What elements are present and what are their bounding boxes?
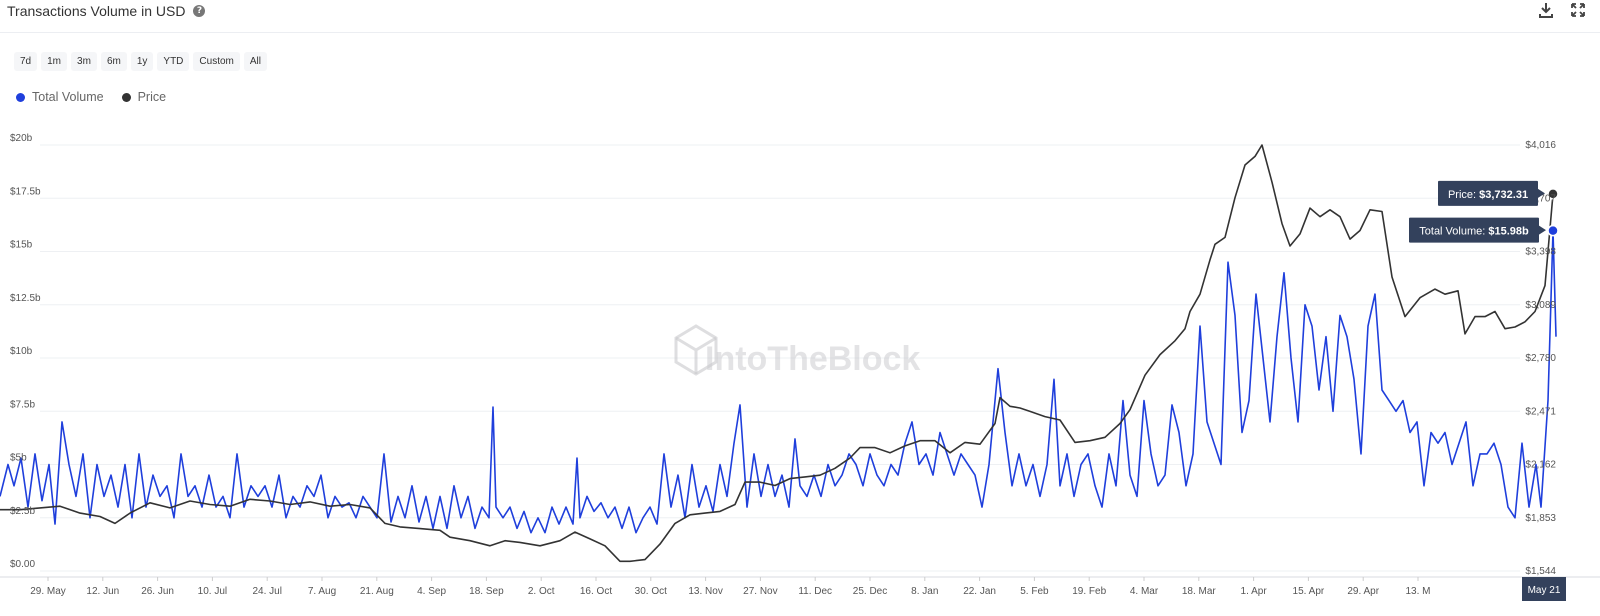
x-tick-label: 30. Oct <box>635 586 667 597</box>
y-tick-left-label: $0.00 <box>10 559 35 570</box>
chart-title: Transactions Volume in USD ? <box>7 3 206 19</box>
y-tick-right-label: $3,707 <box>1525 193 1556 204</box>
x-tick-label: 24. Jul <box>252 586 281 597</box>
y-tick-right-label: $3,089 <box>1525 300 1556 311</box>
y-tick-left-label: $12.5b <box>10 293 41 304</box>
y-axis-left: $0.00 $2.5b $5b $7.5b $10b $12.5b $15b $17.5b $2… <box>10 133 41 570</box>
header-divider <box>0 32 1600 33</box>
series-line-total-volume <box>0 229 1557 534</box>
y-tick-left-label: $5b <box>10 453 27 464</box>
time-range-selector: 7d 1m 3m 6m 1y YTD Custom All <box>14 52 267 71</box>
volume-hover-marker <box>1547 224 1559 237</box>
watermark-logo <box>674 324 718 376</box>
expand-icon[interactable] <box>1570 2 1586 18</box>
range-button-7d[interactable]: 7d <box>14 52 38 71</box>
x-tick-label: 4. Mar <box>1130 586 1159 597</box>
legend-dot-price <box>121 92 131 102</box>
download-icon[interactable] <box>1538 2 1554 18</box>
legend-item-price[interactable]: Price <box>121 90 167 104</box>
series-line-price <box>0 144 1554 563</box>
range-button-custom[interactable]: Custom <box>193 52 240 71</box>
legend-label-price: Price <box>137 90 167 104</box>
chart-toolbar <box>1538 2 1586 18</box>
y-axis-right: $1,544 $1,853 $2,162 $2,471 $2,780 $3,089 $3,3… <box>1525 140 1556 577</box>
y-tick-right-label: $1,853 <box>1525 513 1556 524</box>
watermark-text: IntoTheBlock <box>705 340 920 378</box>
volume-tooltip: Total Volume: $15.98b <box>1409 217 1546 243</box>
y-tick-left-label: $15b <box>10 240 33 251</box>
y-tick-right-label: $2,471 <box>1525 406 1556 417</box>
x-tick-label: 13. M <box>1405 586 1430 597</box>
y-tick-right-label: $4,016 <box>1525 140 1556 151</box>
x-tick-label: 2. Oct <box>528 586 555 597</box>
x-tick-label: 8. Jan <box>911 586 938 597</box>
price-tooltip: Price: $3,732.31 <box>1438 180 1545 206</box>
x-tick-label: 13. Nov <box>688 586 722 597</box>
range-button-1m[interactable]: 1m <box>41 52 68 71</box>
range-button-ytd[interactable]: YTD <box>157 52 190 71</box>
chart-legend: Total Volume Price <box>16 90 166 104</box>
x-tick-label: 25. Dec <box>853 586 887 597</box>
x-tick-label: 16. Oct <box>580 586 612 597</box>
x-tick-label: 19. Feb <box>1072 586 1106 597</box>
chart-title-text: Transactions Volume in USD <box>7 3 186 19</box>
x-tick-label: 21. Aug <box>360 586 394 597</box>
price-hover-marker <box>1547 188 1559 200</box>
legend-label-total-volume: Total Volume <box>32 90 104 104</box>
x-tick-label: 27. Nov <box>743 586 777 597</box>
x-tick-label: 29. Apr <box>1347 586 1379 597</box>
range-button-all[interactable]: All <box>243 52 267 71</box>
y-tick-left-label: $2.5b <box>10 506 35 517</box>
y-tick-right-label: $3,398 <box>1525 247 1556 258</box>
chart-plot[interactable]: IntoTheBlock $0.00 $2.5b $5b $7.5b $10b $12.5… <box>0 120 1600 616</box>
y-tick-left-label: $17.5b <box>10 186 41 197</box>
x-tick-label: 22. Jan <box>963 586 996 597</box>
x-tick-label: 18. Mar <box>1182 586 1217 597</box>
range-button-6m[interactable]: 6m <box>100 52 127 71</box>
x-tick-label: 18. Sep <box>469 586 504 597</box>
x-tick-label: 10. Jul <box>198 586 227 597</box>
range-button-3m[interactable]: 3m <box>71 52 97 71</box>
x-range-badge <box>1522 577 1566 601</box>
legend-item-total-volume[interactable]: Total Volume <box>16 90 104 104</box>
x-tick-label: 29. May <box>30 586 66 597</box>
x-tick-label: 7. Aug <box>308 586 336 597</box>
legend-dot-total-volume <box>16 92 25 102</box>
x-tick-label: 4. Sep <box>417 586 446 597</box>
x-tick-label: 12. Jun <box>86 586 119 597</box>
svg-text:Total Volume: $15.98b: Total Volume: $15.98b <box>1419 226 1529 238</box>
x-tick-label: 5. Feb <box>1020 586 1049 597</box>
y-tick-right-label: $2,780 <box>1525 353 1556 364</box>
x-tick-label: 11. Dec <box>798 586 832 597</box>
x-range-badge-label: May 21 <box>1528 585 1561 596</box>
y-tick-left-label: $20b <box>10 133 33 144</box>
help-icon[interactable]: ? <box>193 5 206 17</box>
x-tick-label: 15. Apr <box>1293 586 1325 597</box>
x-tick-label: 26. Jun <box>141 586 174 597</box>
svg-text:Price: $3,732.31: Price: $3,732.31 <box>1448 189 1528 201</box>
range-button-1y[interactable]: 1y <box>130 52 154 71</box>
y-tick-right-label: $1,544 <box>1525 566 1556 577</box>
x-tick-label: 1. Apr <box>1241 586 1268 597</box>
y-tick-left-label: $10b <box>10 346 33 357</box>
y-tick-left-label: $7.5b <box>10 399 35 410</box>
y-tick-right-label: $2,162 <box>1525 460 1556 471</box>
x-axis: 29. May 12. Jun 26. Jun 10. Jul 24. Jul 7. Au… <box>30 577 1566 601</box>
